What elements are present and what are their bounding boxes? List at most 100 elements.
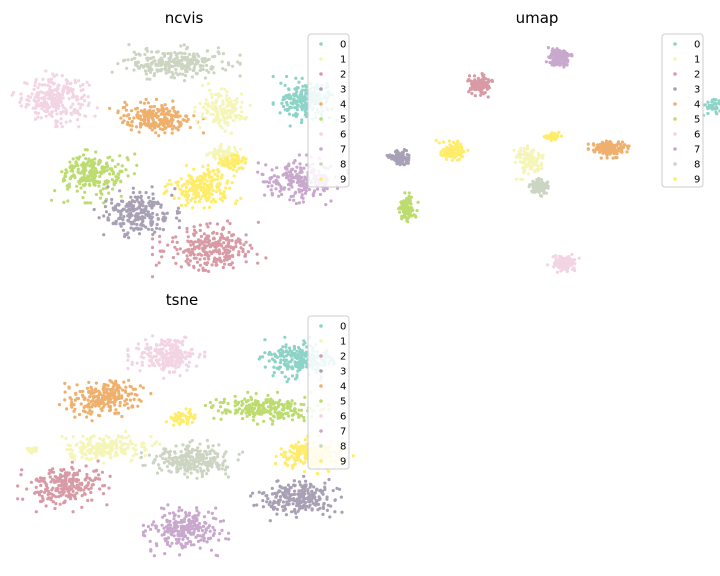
data-point-class-5	[108, 172, 112, 176]
data-point-class-0	[714, 107, 718, 111]
data-point-class-1	[240, 114, 244, 119]
data-point-class-0	[284, 345, 288, 349]
data-point-class-8	[201, 57, 205, 61]
data-point-class-8	[164, 66, 168, 70]
data-point-class-0	[269, 352, 273, 357]
data-point-class-9	[546, 136, 550, 141]
data-point-class-6	[47, 112, 52, 116]
data-point-class-3	[399, 160, 404, 164]
data-point-class-7	[297, 188, 301, 192]
data-point-class-7	[295, 165, 299, 169]
data-point-class-9	[192, 192, 196, 196]
data-point-class-6	[82, 93, 86, 97]
data-point-class-1	[223, 121, 228, 125]
data-point-class-3	[391, 154, 395, 158]
data-point-class-9	[228, 166, 232, 170]
data-point-class-2	[204, 250, 208, 254]
data-point-class-5	[102, 182, 106, 187]
data-point-class-5	[405, 219, 409, 223]
data-point-class-2	[480, 91, 484, 95]
data-point-class-2	[485, 87, 489, 91]
data-point-class-4	[620, 140, 625, 144]
data-point-class-5	[83, 182, 87, 186]
data-point-class-9	[459, 151, 463, 155]
data-point-class-0	[294, 101, 298, 105]
data-point-class-6	[141, 350, 145, 354]
data-point-class-0	[288, 97, 293, 101]
data-point-class-7	[292, 176, 296, 180]
data-point-class-4	[93, 401, 97, 405]
data-point-class-5	[262, 419, 266, 423]
data-point-class-6	[181, 360, 185, 364]
data-point-class-1	[205, 153, 209, 157]
data-point-class-1	[226, 148, 230, 152]
data-point-class-1	[84, 457, 88, 461]
data-point-class-6	[58, 95, 63, 99]
panel-title-tsne: tsne	[166, 291, 198, 309]
data-point-class-6	[76, 111, 80, 115]
data-point-class-1	[129, 440, 133, 444]
data-point-class-3	[142, 210, 146, 214]
legend-marker-1	[319, 57, 323, 61]
data-point-class-8	[192, 66, 196, 70]
data-point-class-0	[711, 103, 715, 107]
data-point-class-9	[544, 134, 549, 138]
data-point-class-8	[224, 450, 228, 454]
data-point-class-8	[178, 51, 182, 55]
data-point-class-6	[77, 125, 81, 129]
data-point-class-9	[189, 175, 193, 179]
data-point-class-6	[570, 252, 574, 256]
data-point-class-4	[148, 125, 152, 129]
data-point-class-6	[135, 361, 139, 365]
data-point-class-2	[208, 245, 213, 249]
data-point-class-1	[206, 82, 210, 86]
data-point-class-6	[126, 366, 130, 371]
data-point-class-1	[120, 450, 124, 454]
data-point-class-4	[615, 155, 619, 160]
data-point-class-5	[87, 182, 92, 186]
data-point-class-6	[43, 97, 47, 102]
data-point-class-9	[216, 177, 220, 181]
data-point-class-4	[90, 389, 94, 393]
data-point-class-3	[123, 234, 127, 239]
data-point-class-8	[196, 453, 200, 457]
data-point-class-5	[81, 153, 86, 157]
data-point-class-6	[149, 345, 153, 349]
data-point-class-8	[164, 71, 168, 75]
data-point-class-9	[188, 407, 192, 412]
data-point-class-3	[122, 207, 126, 211]
data-point-class-2	[213, 256, 217, 260]
data-point-class-6	[49, 95, 53, 99]
data-point-class-1	[522, 165, 526, 170]
data-point-class-6	[41, 77, 45, 81]
data-point-class-9	[440, 154, 444, 158]
data-point-class-4	[171, 106, 175, 110]
data-point-class-4	[146, 114, 150, 118]
data-point-class-4	[179, 122, 183, 126]
data-point-class-8	[196, 460, 200, 464]
data-point-class-9	[183, 194, 187, 198]
data-point-class-8	[151, 55, 155, 60]
data-point-class-5	[214, 398, 218, 402]
data-point-class-3	[156, 217, 160, 221]
data-point-class-9	[203, 177, 207, 181]
data-point-class-8	[210, 465, 214, 469]
data-point-class-2	[158, 240, 162, 244]
data-point-class-4	[114, 408, 118, 412]
data-point-class-5	[94, 150, 98, 154]
data-point-class-5	[405, 197, 409, 201]
data-point-class-9	[186, 411, 191, 415]
data-point-class-9	[181, 189, 185, 193]
data-point-class-8	[110, 70, 114, 74]
data-point-class-2	[474, 87, 478, 91]
data-point-class-4	[127, 378, 131, 382]
data-point-class-8	[174, 53, 178, 57]
data-point-class-6	[71, 102, 75, 106]
data-point-class-4	[168, 119, 172, 123]
data-point-class-2	[250, 246, 254, 250]
data-point-class-6	[151, 363, 155, 367]
data-point-class-8	[207, 57, 211, 61]
data-point-class-5	[299, 408, 304, 412]
data-point-class-5	[110, 168, 114, 172]
data-point-class-2	[479, 93, 483, 97]
